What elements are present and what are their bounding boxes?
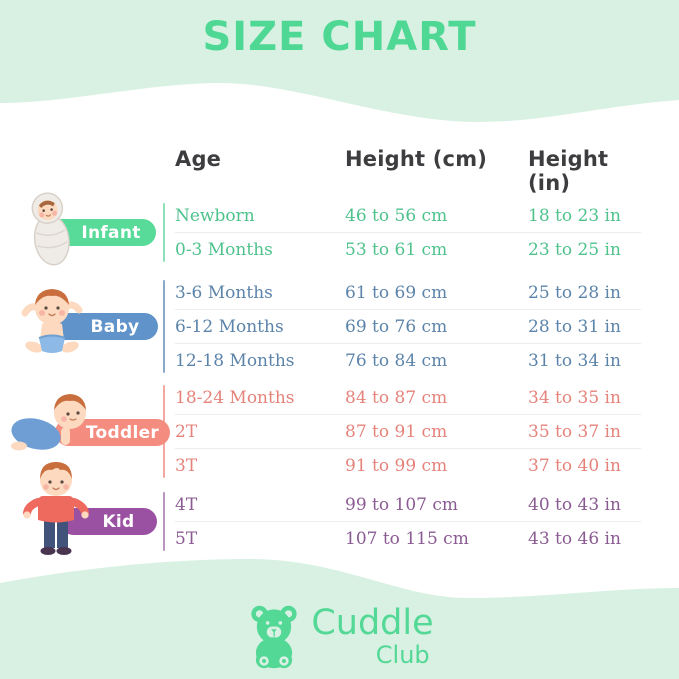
- height-in-cell: 31 to 34 in: [528, 350, 621, 371]
- height-cm-cell: 99 to 107 cm: [345, 494, 458, 515]
- height-cm-cell: 69 to 76 cm: [345, 316, 448, 337]
- crawling-toddler-illustration: [11, 394, 86, 451]
- table-row: 4T 99 to 107 cm 40 to 43 in: [175, 488, 641, 521]
- height-in-cell: 18 to 23 in: [528, 205, 621, 226]
- top-wave-decoration: [0, 0, 679, 130]
- age-cell: Newborn: [175, 205, 255, 226]
- kid-group-side: Kid: [0, 462, 175, 555]
- column-header-height-in: Height (in): [528, 147, 609, 195]
- swaddled-infant-illustration: [31, 192, 70, 266]
- table-row: 12-18 Months 76 to 84 cm 31 to 34 in: [175, 343, 641, 377]
- age-cell: 5T: [175, 528, 198, 549]
- height-cm-cell: 84 to 87 cm: [345, 387, 448, 408]
- table-row: 18-24 Months 84 to 87 cm 34 to 35 in: [175, 381, 641, 414]
- size-group-baby: Baby 3-6 Months 61 to 69 cm 25 to 28 in …: [0, 276, 679, 377]
- height-cm-cell: 46 to 56 cm: [345, 205, 448, 226]
- infant-group-side: Infant: [0, 192, 175, 266]
- baby-group-label: Baby: [90, 316, 140, 337]
- height-cm-cell: 87 to 91 cm: [345, 421, 448, 442]
- age-cell: 3-6 Months: [175, 282, 273, 303]
- kid-rows: 4T 99 to 107 cm 40 to 43 in 5T 107 to 11…: [175, 488, 641, 555]
- height-in-cell: 37 to 40 in: [528, 455, 621, 476]
- kid-group-label: Kid: [102, 511, 135, 532]
- brand-name: Cuddle: [311, 603, 434, 643]
- age-cell: 0-3 Months: [175, 239, 273, 260]
- height-in-cell: 35 to 37 in: [528, 421, 621, 442]
- height-cm-cell: 107 to 115 cm: [345, 528, 469, 549]
- age-cell: 4T: [175, 494, 198, 515]
- baby-accent-line: [163, 280, 165, 373]
- height-cm-cell: 91 to 99 cm: [345, 455, 448, 476]
- brand-subname: Club: [375, 641, 430, 669]
- height-cm-cell: 76 to 84 cm: [345, 350, 448, 371]
- baby-group-side: Baby: [0, 276, 175, 377]
- column-header-age: Age: [175, 147, 222, 171]
- toddler-rows: 18-24 Months 84 to 87 cm 34 to 35 in 2T …: [175, 381, 641, 482]
- size-group-kid: Kid 4T 99 to 107 cm 40 to 43 in 5T 107 t: [0, 462, 679, 555]
- kid-accent-line: [163, 492, 165, 551]
- brand-logo-text: Cuddle Club: [311, 603, 433, 668]
- teddy-bear-icon: [251, 605, 297, 669]
- column-header-height-cm: Height (cm): [345, 147, 488, 171]
- page-title: SIZE CHART: [202, 14, 477, 60]
- age-cell: 18-24 Months: [175, 387, 295, 408]
- baby-group-pill: Baby: [52, 313, 158, 340]
- table-row: 6-12 Months 69 to 76 cm 28 to 31 in: [175, 309, 641, 343]
- infant-group-label: Infant: [81, 222, 141, 243]
- toddler-group-side: Toddler: [0, 381, 175, 482]
- table-row: 0-3 Months 53 to 61 cm 23 to 25 in: [175, 232, 641, 266]
- height-in-cell: 23 to 25 in: [528, 239, 621, 260]
- age-cell: 6-12 Months: [175, 316, 284, 337]
- kid-group-pill: Kid: [60, 508, 157, 535]
- bottom-wave-decoration: [0, 559, 679, 679]
- toddler-group-label: Toddler: [85, 422, 160, 443]
- height-in-cell: 25 to 28 in: [528, 282, 621, 303]
- table-row: Newborn 46 to 56 cm 18 to 23 in: [175, 199, 641, 232]
- table-row: 3-6 Months 61 to 69 cm 25 to 28 in: [175, 276, 641, 309]
- height-in-cell: 43 to 46 in: [528, 528, 621, 549]
- standing-kid-illustration: [23, 462, 89, 555]
- age-cell: 2T: [175, 421, 198, 442]
- size-group-toddler: Toddler 18-24 Months 84 to 87 cm 34 to 3…: [0, 381, 679, 482]
- age-cell: 12-18 Months: [175, 350, 295, 371]
- brand-logo: Cuddle Club: [0, 603, 679, 670]
- size-group-infant: Infant Newborn 46 to 56 cm 18 to 23 in 0…: [0, 192, 679, 266]
- height-cm-cell: 61 to 69 cm: [345, 282, 448, 303]
- height-in-cell: 34 to 35 in: [528, 387, 621, 408]
- table-row: 3T 91 to 99 cm 37 to 40 in: [175, 448, 641, 482]
- infant-accent-line: [163, 203, 165, 262]
- age-cell: 3T: [175, 455, 198, 476]
- height-cm-cell: 53 to 61 cm: [345, 239, 448, 260]
- table-row: 5T 107 to 115 cm 43 to 46 in: [175, 521, 641, 555]
- infant-rows: Newborn 46 to 56 cm 18 to 23 in 0-3 Mont…: [175, 199, 641, 266]
- baby-illustration: [21, 289, 83, 353]
- height-in-cell: 28 to 31 in: [528, 316, 621, 337]
- height-in-cell: 40 to 43 in: [528, 494, 621, 515]
- table-header: Age Height (cm) Height (in): [175, 147, 641, 195]
- table-row: 2T 87 to 91 cm 35 to 37 in: [175, 414, 641, 448]
- baby-rows: 3-6 Months 61 to 69 cm 25 to 28 in 6-12 …: [175, 276, 641, 377]
